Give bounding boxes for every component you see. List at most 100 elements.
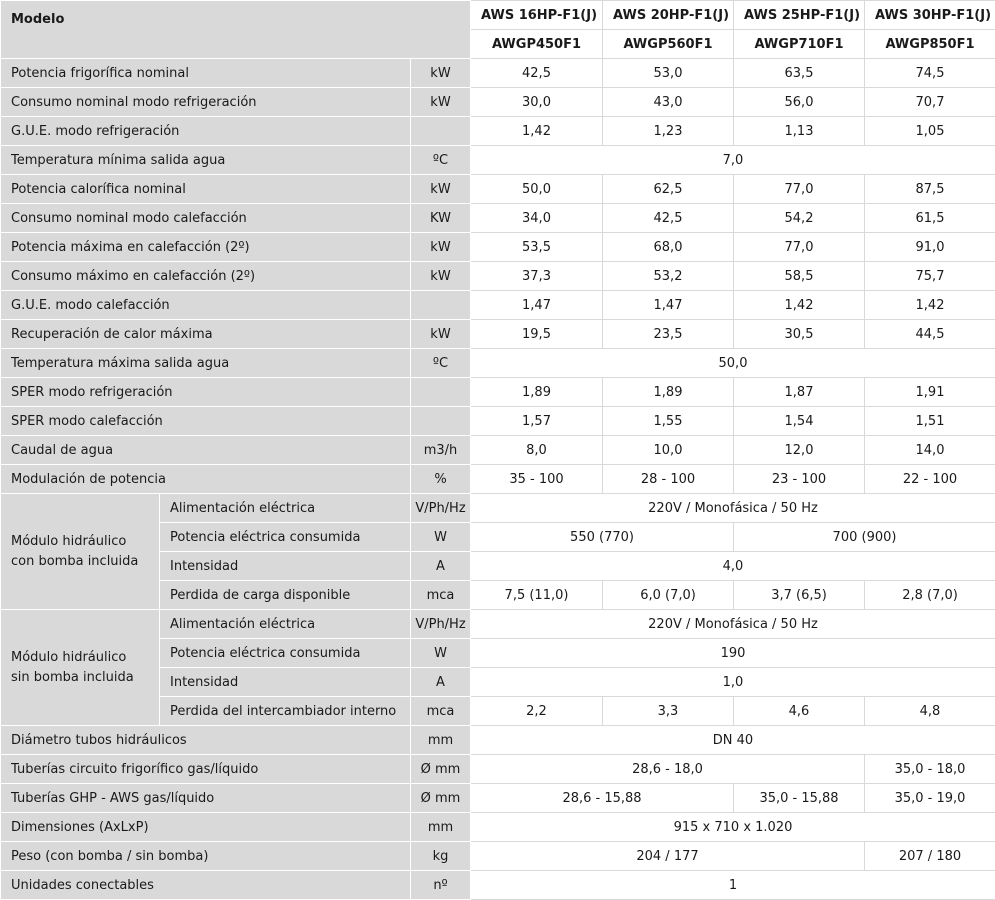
cell-value: 54,2 xyxy=(733,203,865,233)
row-unit: % xyxy=(410,464,471,494)
cell-value: 43,0 xyxy=(602,87,734,117)
row-label: Potencia calorífica nominal xyxy=(0,174,411,204)
group-title-sin-bomba: Módulo hidráulico sin bomba incluida xyxy=(0,609,160,726)
cell-value: 1,57 xyxy=(470,406,603,436)
row-label: Consumo nominal modo calefacción xyxy=(0,203,411,233)
table-row: Potencia eléctrica consumida W 550 (770)… xyxy=(1,522,995,552)
cell-value: 87,5 xyxy=(864,174,995,204)
row-label: Potencia eléctrica consumida xyxy=(159,522,411,552)
row-unit xyxy=(410,290,471,320)
table-row: SPER modo calefacción 1,57 1,55 1,54 1,5… xyxy=(0,406,995,436)
cell-value: 77,0 xyxy=(733,174,865,204)
table-row: Tuberías circuito frigorífico gas/líquid… xyxy=(0,754,995,784)
model-name: AWS 30HP-F1(J) xyxy=(864,0,995,30)
row-label: Dimensiones (AxLxP) xyxy=(0,812,411,842)
row-unit xyxy=(410,116,471,146)
cell-value: 2,8 (7,0) xyxy=(864,580,995,610)
cell-value: 204 / 177 xyxy=(470,841,865,871)
row-label: Alimentación eléctrica xyxy=(159,493,411,523)
row-unit: kW xyxy=(410,319,471,349)
table-row: Temperatura mínima salida agua ºC 7,0 xyxy=(0,145,995,175)
modelo-header: Modelo xyxy=(0,0,471,59)
row-label: G.U.E. modo calefacción xyxy=(0,290,411,320)
row-label: Perdida de carga disponible xyxy=(159,580,411,610)
model-name: AWS 16HP-F1(J) xyxy=(470,0,603,30)
table-row: Diámetro tubos hidráulicos mm DN 40 xyxy=(0,725,995,755)
cell-value: 44,5 xyxy=(864,319,995,349)
cell-value: 4,8 xyxy=(864,696,995,726)
cell-value: 1,23 xyxy=(602,116,734,146)
row-label: G.U.E. modo refrigeración xyxy=(0,116,411,146)
table-row: Potencia calorífica nominal kW 50,0 62,5… xyxy=(0,174,995,204)
row-unit: mm xyxy=(410,725,471,755)
row-unit: kg xyxy=(410,841,471,871)
cell-value: 8,0 xyxy=(470,435,603,465)
row-label: Tuberías circuito frigorífico gas/líquid… xyxy=(0,754,411,784)
cell-value: 50,0 xyxy=(470,348,995,378)
cell-value: 35,0 - 15,88 xyxy=(733,783,865,813)
row-label: Intensidad xyxy=(159,551,411,581)
cell-value: 23 - 100 xyxy=(733,464,865,494)
row-label: Potencia frigorífica nominal xyxy=(0,58,411,88)
cell-value: 4,0 xyxy=(470,551,995,581)
row-unit: V/Ph/Hz xyxy=(410,493,471,523)
row-unit: V/Ph/Hz xyxy=(410,609,471,639)
table-row: Consumo nominal modo calefacción KW 34,0… xyxy=(0,203,995,233)
row-label: Alimentación eléctrica xyxy=(159,609,411,639)
table-row: Potencia eléctrica consumida W 190 xyxy=(1,638,995,668)
cell-value: 14,0 xyxy=(864,435,995,465)
table-row: Recuperación de calor máxima kW 19,5 23,… xyxy=(0,319,995,349)
cell-value: 1,91 xyxy=(864,377,995,407)
table-row: Intensidad A 4,0 xyxy=(1,551,995,581)
cell-value: 1,47 xyxy=(602,290,734,320)
row-label: Tuberías GHP - AWS gas/líquido xyxy=(0,783,411,813)
model-code: AWGP560F1 xyxy=(602,29,734,59)
cell-value: 1,47 xyxy=(470,290,603,320)
cell-value: 915 x 710 x 1.020 xyxy=(470,812,995,842)
cell-value: 190 xyxy=(470,638,995,668)
cell-value: 7,5 (11,0) xyxy=(470,580,603,610)
cell-value: 50,0 xyxy=(470,174,603,204)
cell-value: 4,6 xyxy=(733,696,865,726)
table-row: Tuberías GHP - AWS gas/líquido Ø mm 28,6… xyxy=(0,783,995,813)
cell-value: DN 40 xyxy=(470,725,995,755)
cell-value: 35 - 100 xyxy=(470,464,603,494)
cell-value: 37,3 xyxy=(470,261,603,291)
cell-value: 3,7 (6,5) xyxy=(733,580,865,610)
cell-value: 34,0 xyxy=(470,203,603,233)
cell-value: 1,89 xyxy=(470,377,603,407)
row-unit: kW xyxy=(410,261,471,291)
cell-value: 35,0 - 19,0 xyxy=(864,783,995,813)
row-label: Consumo nominal modo refrigeración xyxy=(0,87,411,117)
row-label: Potencia máxima en calefacción (2º) xyxy=(0,232,411,262)
table-row: Módulo hidráulico sin bomba incluida Ali… xyxy=(0,609,995,726)
cell-value: 23,5 xyxy=(602,319,734,349)
cell-value: 30,0 xyxy=(470,87,603,117)
row-unit: kW xyxy=(410,174,471,204)
header-row-codes: AWGP450F1 AWGP560F1 AWGP710F1 AWGP850F1 xyxy=(1,29,995,59)
cell-value: 1,0 xyxy=(470,667,995,697)
cell-value: 22 - 100 xyxy=(864,464,995,494)
cell-value: 53,5 xyxy=(470,232,603,262)
cell-value: 53,0 xyxy=(602,58,734,88)
row-unit: kW xyxy=(410,232,471,262)
cell-value: 1,89 xyxy=(602,377,734,407)
cell-value: 1,54 xyxy=(733,406,865,436)
model-code: AWGP450F1 xyxy=(470,29,603,59)
cell-value: 6,0 (7,0) xyxy=(602,580,734,610)
header-row-models: Modelo AWS 16HP-F1(J) AWS 20HP-F1(J) AWS… xyxy=(0,0,995,59)
row-label: Potencia eléctrica consumida xyxy=(159,638,411,668)
cell-value: 74,5 xyxy=(864,58,995,88)
cell-value: 75,7 xyxy=(864,261,995,291)
cell-value: 1,13 xyxy=(733,116,865,146)
cell-value: 1,42 xyxy=(470,116,603,146)
cell-value: 2,2 xyxy=(470,696,603,726)
table-row: Potencia máxima en calefacción (2º) kW 5… xyxy=(0,232,995,262)
row-label: Recuperación de calor máxima xyxy=(0,319,411,349)
table-row: G.U.E. modo refrigeración 1,42 1,23 1,13… xyxy=(0,116,995,146)
cell-value: 10,0 xyxy=(602,435,734,465)
cell-value: 62,5 xyxy=(602,174,734,204)
model-name: AWS 20HP-F1(J) xyxy=(602,0,734,30)
row-unit: mm xyxy=(410,812,471,842)
